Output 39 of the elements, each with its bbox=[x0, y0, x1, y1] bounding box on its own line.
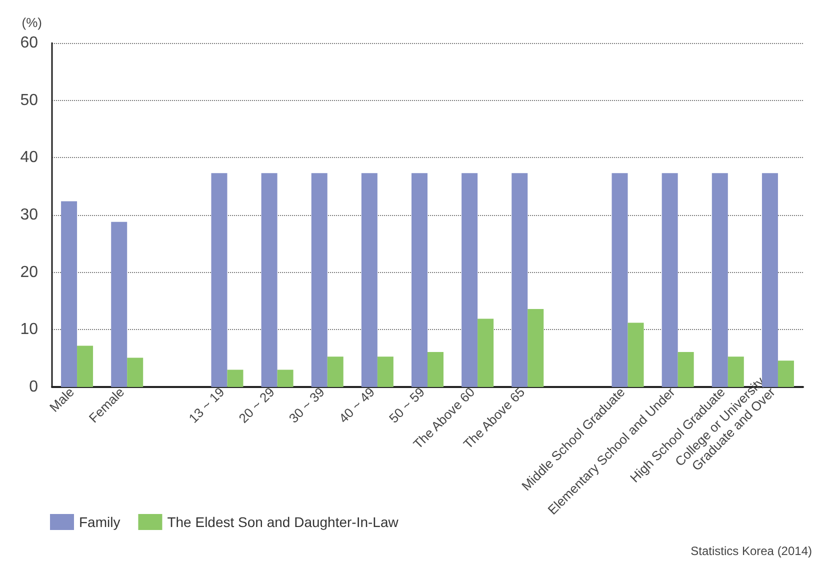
y-tick-label: 60 bbox=[20, 34, 38, 52]
bar bbox=[478, 318, 494, 387]
bar bbox=[512, 173, 528, 387]
y-tick-label: 10 bbox=[20, 321, 38, 338]
bar bbox=[462, 173, 478, 387]
x-tick-label: 13 ~ 19 bbox=[186, 384, 228, 426]
x-tick-label: 30 ~ 39 bbox=[286, 384, 328, 426]
bar bbox=[377, 356, 394, 387]
bar bbox=[428, 352, 444, 387]
bar bbox=[778, 360, 794, 387]
text: Statistics Korea (2014) bbox=[690, 544, 812, 558]
legend-label: The Eldest Son and Daughter-In-Law bbox=[167, 514, 400, 530]
bar bbox=[628, 322, 644, 387]
bar bbox=[327, 356, 344, 387]
bar bbox=[528, 309, 544, 387]
bar bbox=[662, 173, 678, 387]
y-tick-label: 30 bbox=[20, 206, 38, 224]
legend-label: Family bbox=[79, 514, 120, 530]
bar bbox=[361, 173, 378, 387]
bar bbox=[111, 222, 128, 387]
bar bbox=[678, 352, 694, 387]
x-tick-label: 50 ~ 59 bbox=[386, 384, 428, 426]
bar bbox=[412, 173, 428, 387]
bar bbox=[311, 173, 328, 387]
y-tick-label: 40 bbox=[20, 149, 38, 166]
bar bbox=[211, 173, 228, 387]
x-tick-label: 40 ~ 49 bbox=[336, 384, 378, 426]
bar bbox=[277, 370, 294, 387]
bar bbox=[127, 358, 144, 387]
y-tick-label: 0 bbox=[29, 378, 38, 396]
bar bbox=[261, 173, 278, 387]
bar bbox=[227, 370, 244, 387]
x-tick-label: 20 ~ 29 bbox=[236, 384, 278, 426]
y-tick-label: 50 bbox=[20, 92, 38, 109]
bar bbox=[612, 173, 628, 387]
y-axis-title: (%) bbox=[22, 15, 42, 30]
bar bbox=[61, 201, 78, 387]
bar bbox=[77, 346, 94, 387]
y-tick-label: 20 bbox=[20, 264, 38, 281]
